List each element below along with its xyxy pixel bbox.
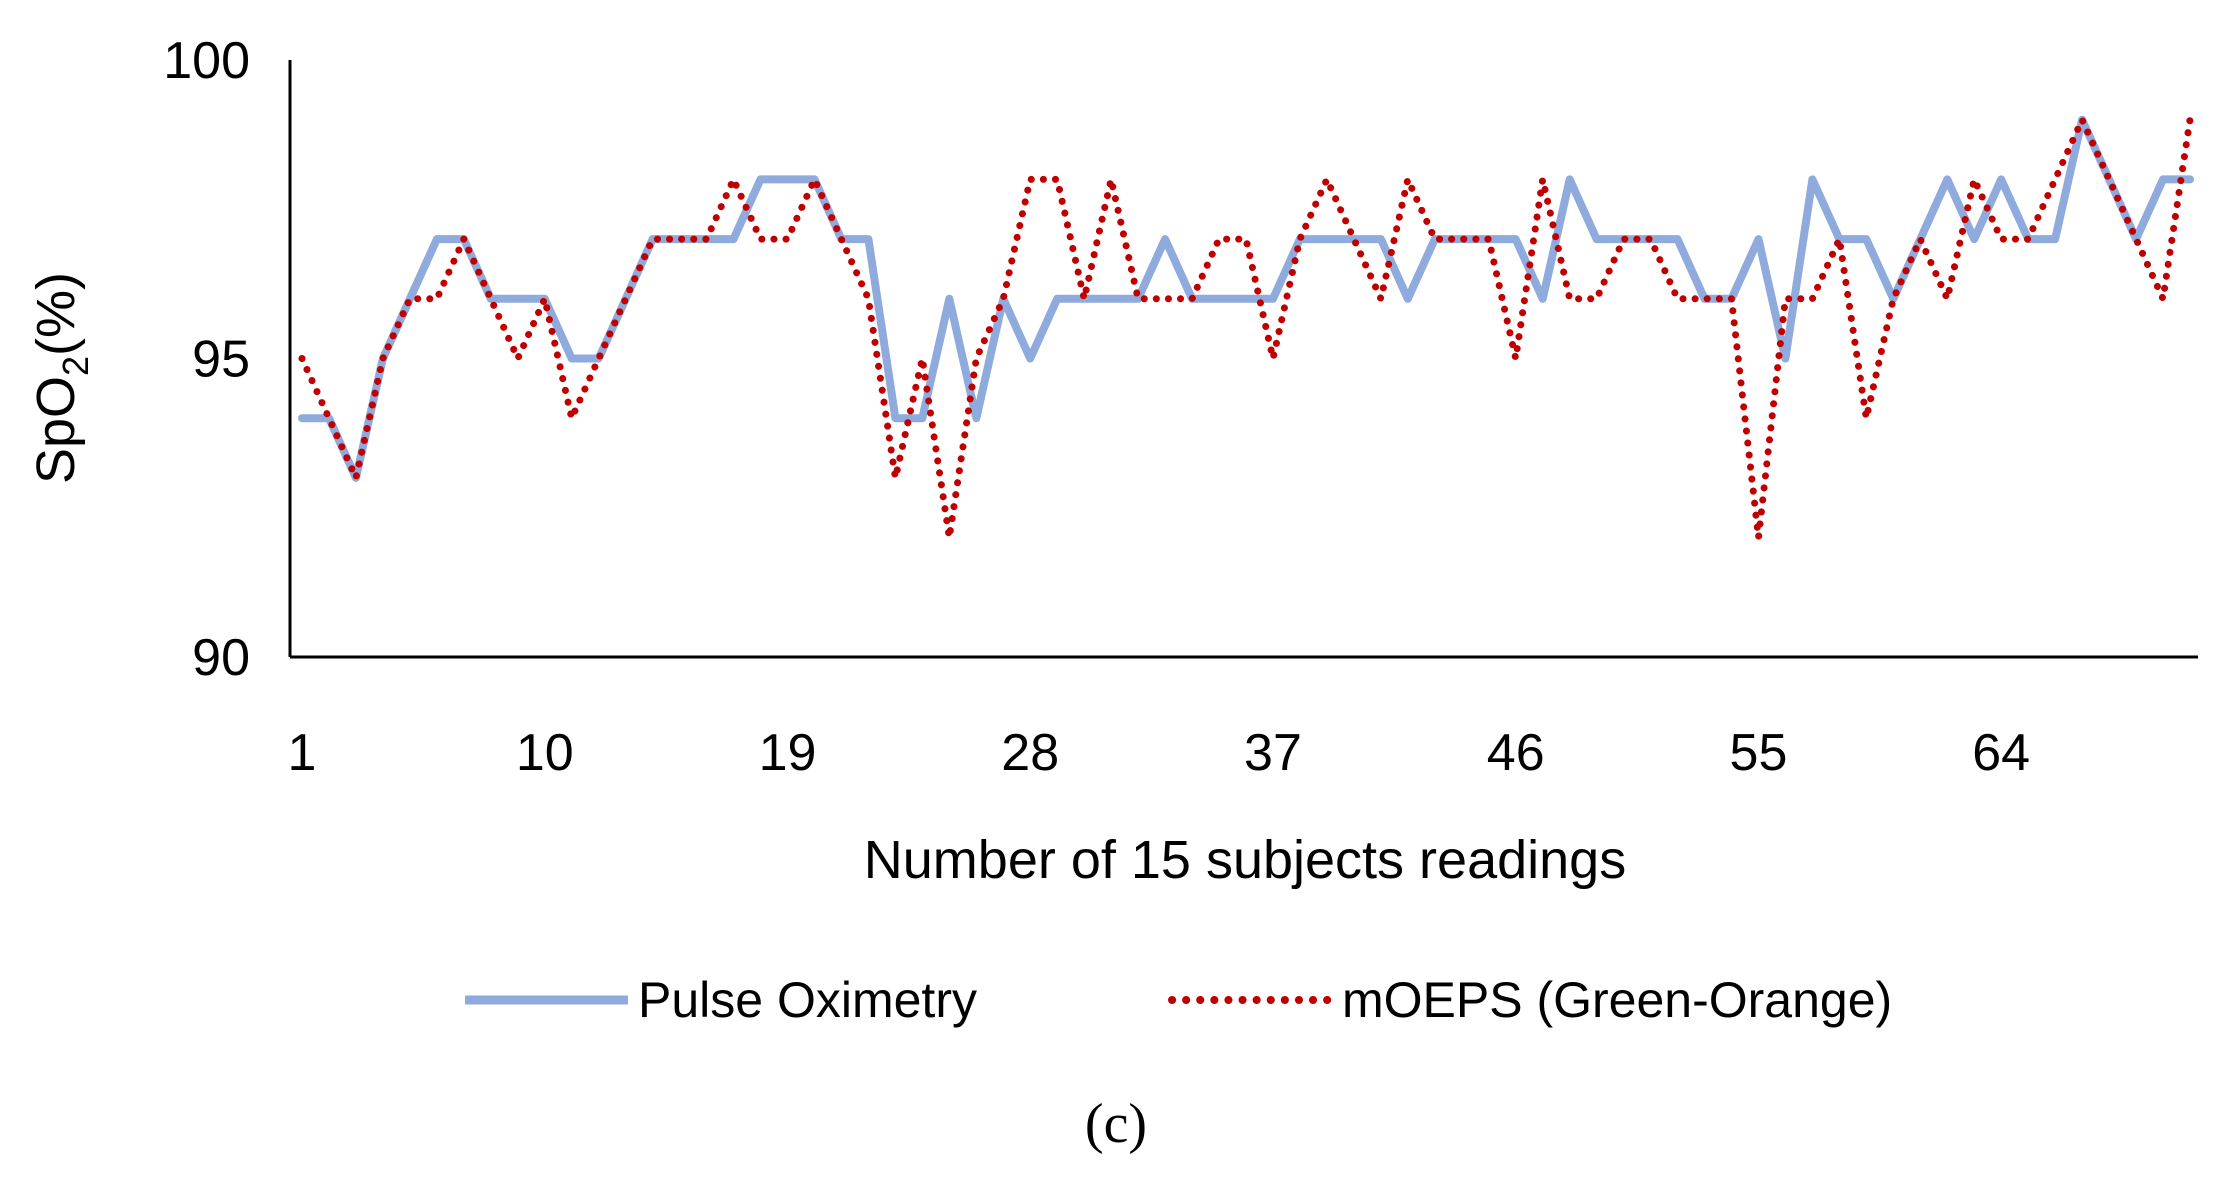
y-tick-labels: 90 95 100 [163,32,250,687]
series-line-pulse-oximetry [298,115,2194,482]
series-line-moeps [298,116,2194,542]
y-axis-title: SpO2(%) [26,272,96,484]
legend-label-moeps: mOEPS (Green-Orange) [1342,972,1892,1028]
series-lines [298,115,2194,542]
figure-caption: (c) [1085,1093,1147,1155]
x-tick-label: 46 [1487,724,1545,782]
x-tick-label: 37 [1244,724,1302,782]
x-tick-label: 28 [1001,724,1059,782]
x-tick-labels: 1 10 19 28 37 46 55 64 [288,724,2031,782]
y-axis-title-suffix: (%) [26,272,86,356]
x-tick-label: 55 [1730,724,1788,782]
x-tick-label: 19 [759,724,817,782]
y-tick-label: 100 [163,32,250,90]
y-tick-label: 95 [192,331,250,389]
x-axis-title: Number of 15 subjects readings [864,830,1626,890]
y-axis-title-subscript: 2 [55,356,96,376]
x-tick-label: 1 [288,724,317,782]
legend: Pulse Oximetry mOEPS (Green-Orange) [465,972,1892,1028]
y-axis-title-main: SpO [26,376,86,484]
legend-label-pulse-oximetry: Pulse Oximetry [638,972,977,1028]
x-tick-label: 64 [1972,724,2030,782]
y-tick-label: 90 [192,629,250,687]
x-tick-label: 10 [516,724,574,782]
